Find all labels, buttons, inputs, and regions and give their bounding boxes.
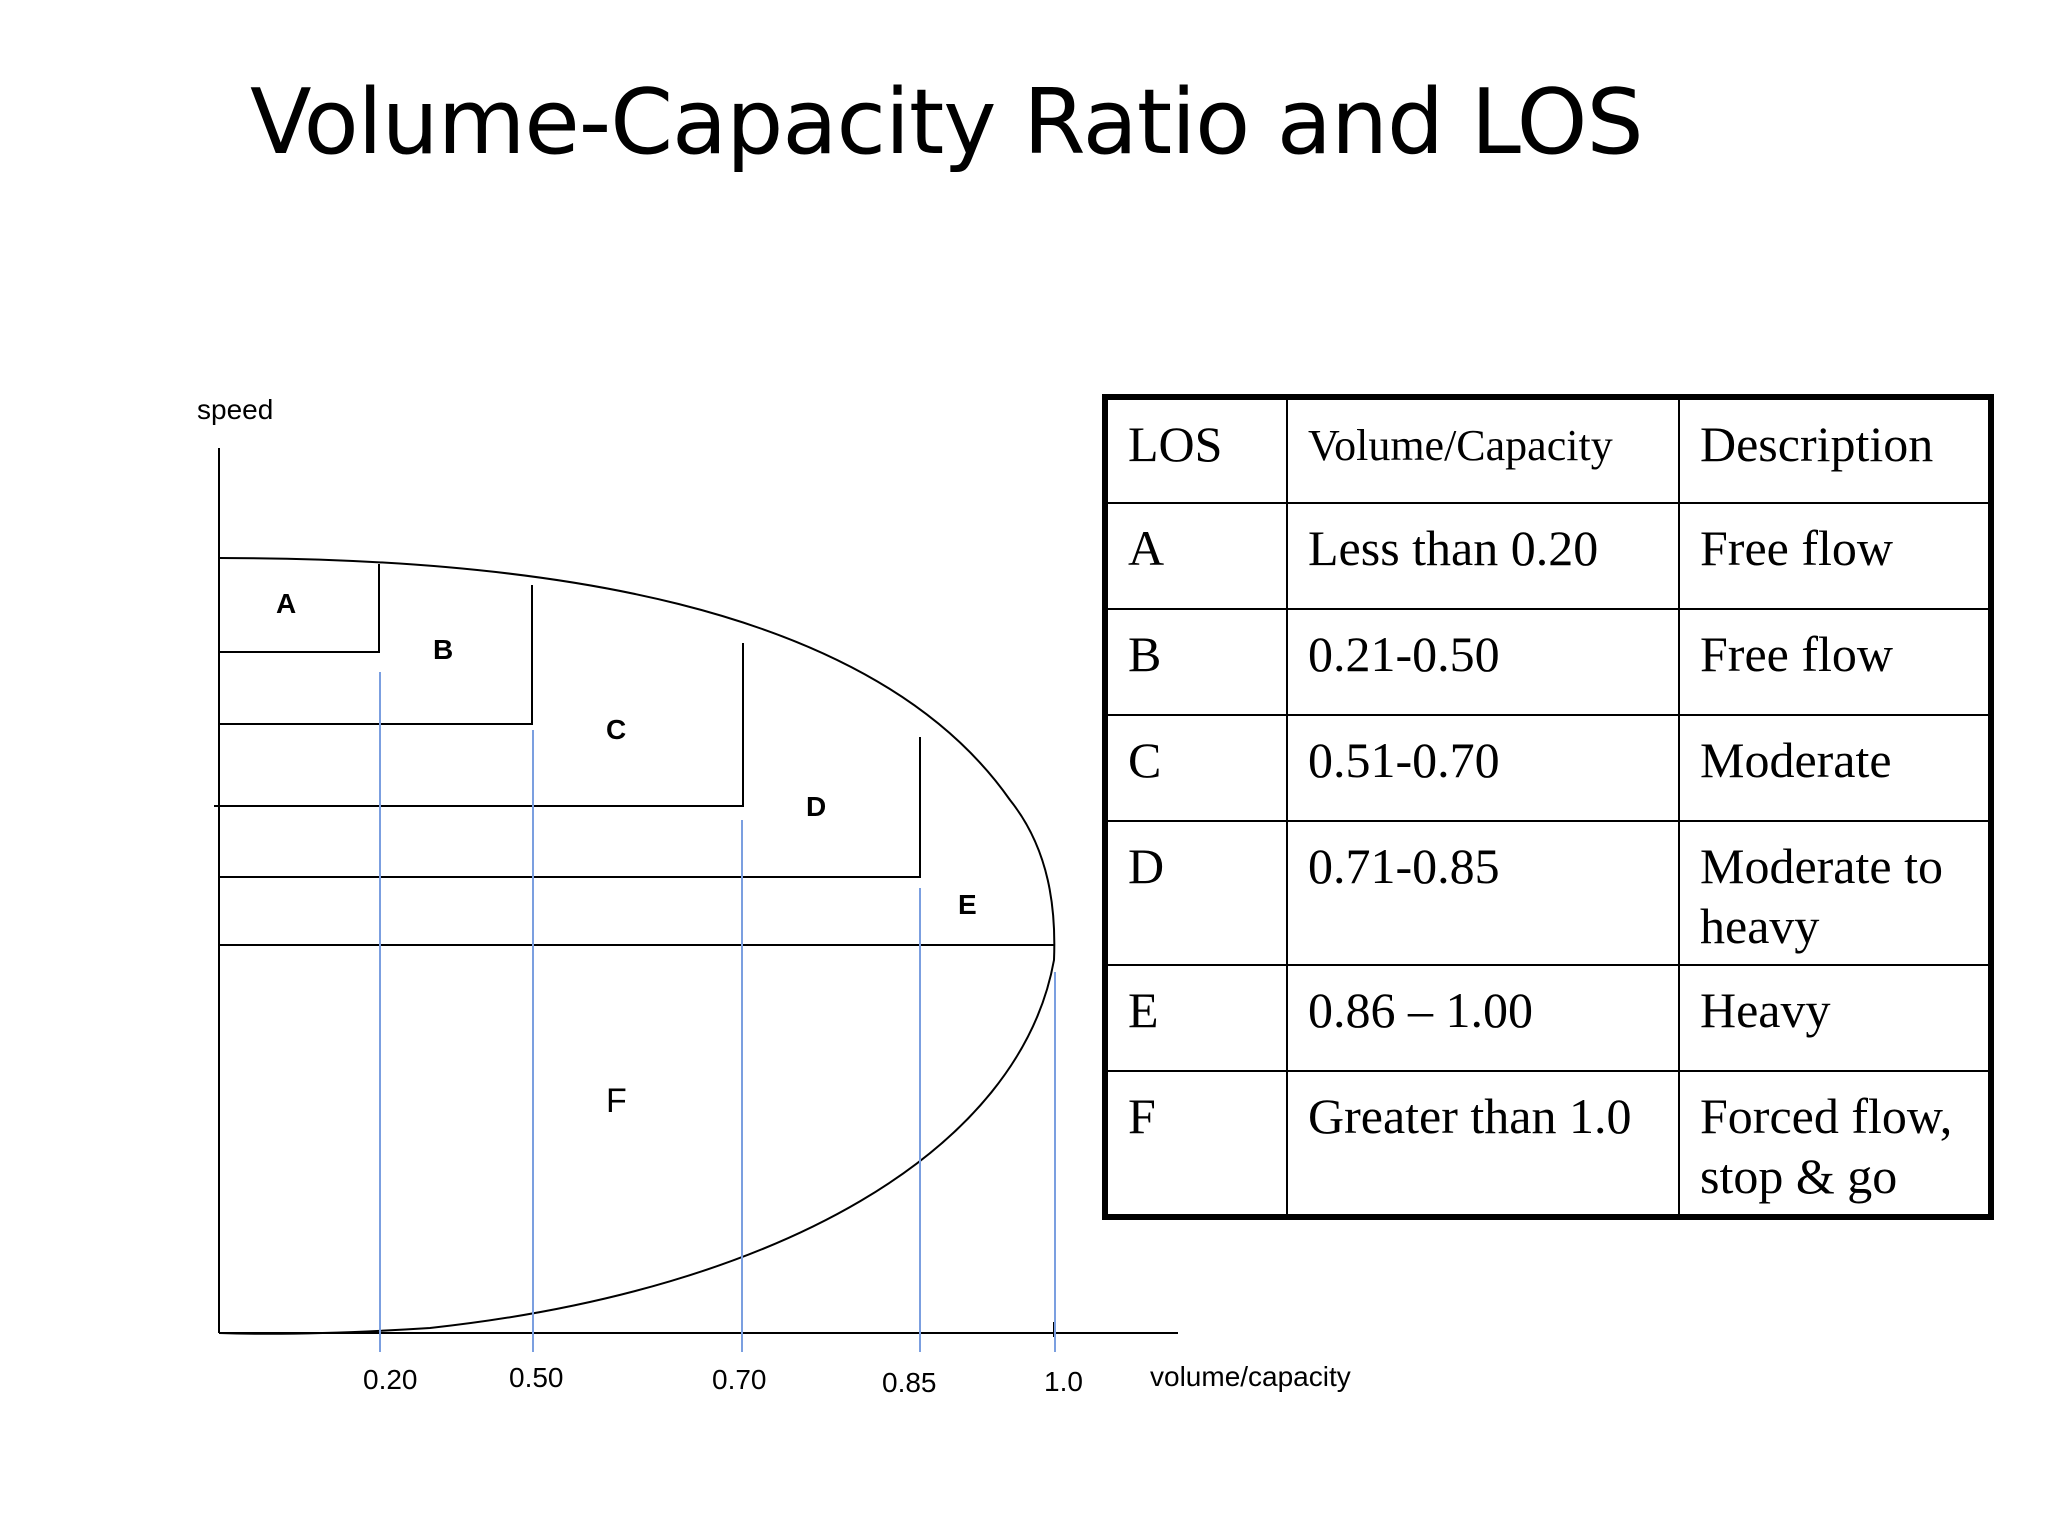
row-los: C <box>1104 714 1288 822</box>
region-label-f: F <box>606 1082 627 1120</box>
tick-label-020: 0.20 <box>363 1364 418 1395</box>
region-d-boundary <box>219 737 921 878</box>
row-los: D <box>1104 820 1288 966</box>
row-los: A <box>1104 502 1288 610</box>
row-desc: Heavy <box>1678 964 1992 1072</box>
row-desc: Forced flow, stop & go <box>1678 1070 1992 1218</box>
region-c-boundary <box>214 643 744 807</box>
row-desc: Moderate <box>1678 714 1992 822</box>
tick-label-050: 0.50 <box>509 1362 564 1393</box>
los-table: LOS Volume/Capacity Description A Less t… <box>1102 394 1994 1220</box>
row-los: B <box>1104 608 1288 716</box>
tick-label-10: 1.0 <box>1044 1366 1083 1397</box>
table-row: D 0.71-0.85 Moderate to heavy <box>1104 820 1992 966</box>
region-label-a: A <box>276 588 296 619</box>
row-vc: Greater than 1.0 <box>1286 1070 1680 1218</box>
y-axis-label: speed <box>197 394 273 425</box>
speed-flow-curve <box>218 557 1056 1335</box>
region-b-boundary <box>219 585 533 725</box>
row-desc: Moderate to heavy <box>1678 820 1992 966</box>
region-a-boundary <box>219 564 380 653</box>
row-los: F <box>1104 1070 1288 1218</box>
table-row: F Greater than 1.0 Forced flow, stop & g… <box>1104 1070 1992 1218</box>
region-label-d: D <box>806 791 826 822</box>
row-desc: Free flow <box>1678 502 1992 610</box>
region-label-e: E <box>958 889 977 920</box>
table-row: B 0.21-0.50 Free flow <box>1104 608 1992 716</box>
header-description: Description <box>1678 396 1992 504</box>
row-vc: 0.71-0.85 <box>1286 820 1680 966</box>
speed-flow-diagram: speed volume/capacity 0.20 0.50 0.70 0.8… <box>197 394 1351 1398</box>
table-header-row: LOS Volume/Capacity Description <box>1104 396 1992 504</box>
tick-label-070: 0.70 <box>712 1364 767 1395</box>
header-volume-capacity: Volume/Capacity <box>1286 396 1680 504</box>
slide-title: Volume-Capacity Ratio and LOS <box>250 70 1644 175</box>
x-axis-label: volume/capacity <box>1150 1361 1351 1392</box>
header-los: LOS <box>1104 396 1288 504</box>
region-label-c: C <box>606 714 626 745</box>
row-desc: Free flow <box>1678 608 1992 716</box>
row-vc: 0.86 – 1.00 <box>1286 964 1680 1072</box>
row-los: E <box>1104 964 1288 1072</box>
row-vc: 0.21-0.50 <box>1286 608 1680 716</box>
table-row: A Less than 0.20 Free flow <box>1104 502 1992 610</box>
tick-label-085: 0.85 <box>882 1367 937 1398</box>
row-vc: 0.51-0.70 <box>1286 714 1680 822</box>
table-row: E 0.86 – 1.00 Heavy <box>1104 964 1992 1072</box>
table-row: C 0.51-0.70 Moderate <box>1104 714 1992 822</box>
region-label-b: B <box>433 634 453 665</box>
row-vc: Less than 0.20 <box>1286 502 1680 610</box>
